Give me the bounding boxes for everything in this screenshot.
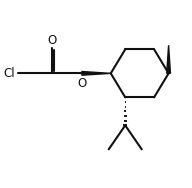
Polygon shape [82, 71, 111, 75]
Text: O: O [77, 77, 86, 90]
Text: O: O [47, 33, 57, 46]
Text: Cl: Cl [4, 67, 15, 80]
Polygon shape [167, 45, 170, 73]
